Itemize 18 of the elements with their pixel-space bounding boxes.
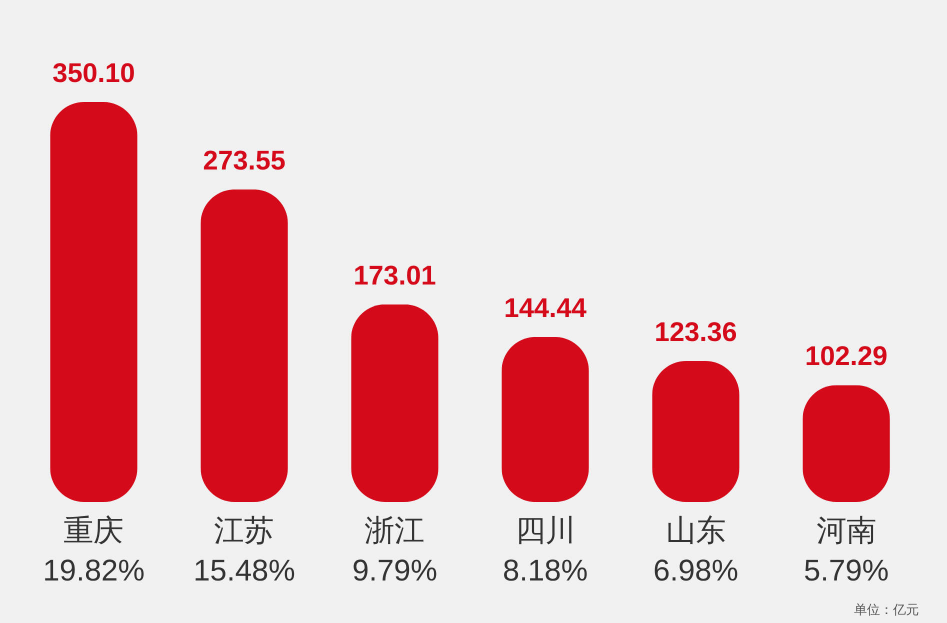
data-label: 350.10 <box>52 58 136 88</box>
bar <box>351 304 438 502</box>
x-tick-label: 江苏 15.48% <box>193 514 296 588</box>
x-tick-label: 重庆 19.82% <box>42 514 145 588</box>
bar <box>652 361 740 502</box>
data-label: 173.01 <box>353 260 436 290</box>
x-tick-label: 河南 5.79% <box>804 514 889 588</box>
x-tick-label: 四川 8.18% <box>502 514 588 588</box>
text: 单位：亿元 <box>854 601 919 619</box>
bar <box>200 189 288 502</box>
data-label: 102.29 <box>804 341 888 372</box>
data-label: 123.36 <box>654 317 738 348</box>
bar <box>502 336 589 502</box>
x-tick-label: 浙江 9.79% <box>352 514 438 588</box>
data-label: 144.44 <box>504 292 587 323</box>
data-label: 273.55 <box>202 145 286 176</box>
bar <box>50 102 138 502</box>
x-tick-label: 山东 6.98% <box>653 514 738 588</box>
